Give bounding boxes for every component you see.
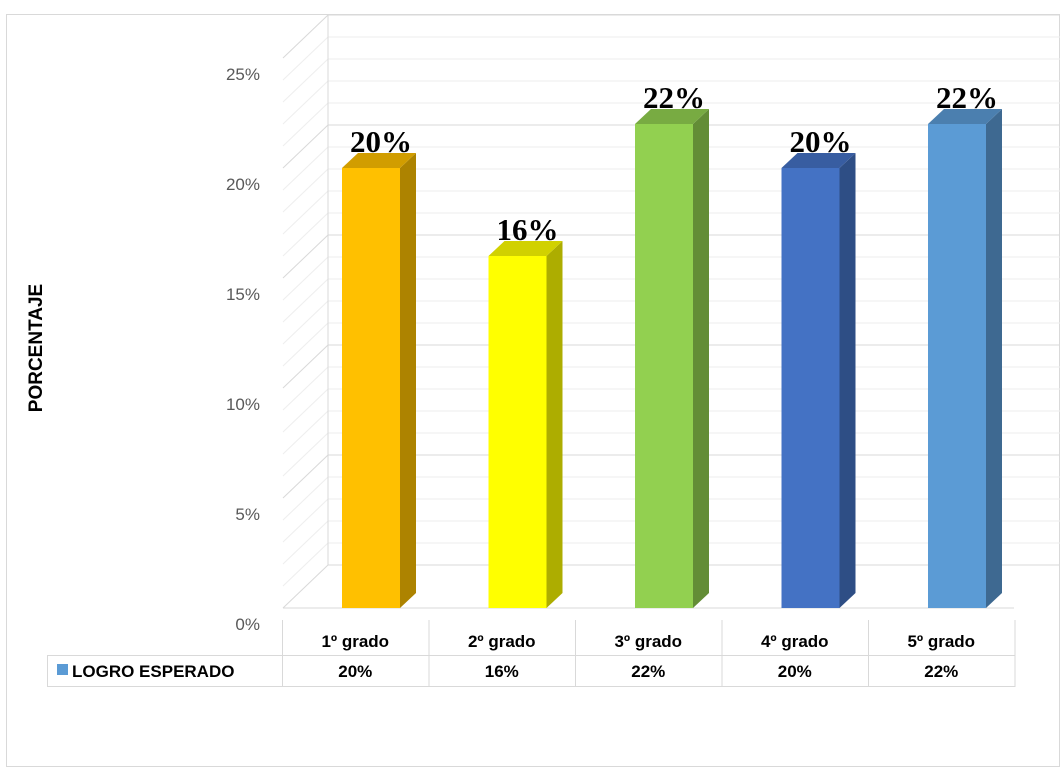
gridline-side: [282, 14, 329, 59]
y-tick-label: 0%: [235, 615, 260, 634]
gridline-side: [282, 300, 329, 345]
gridline-side: [282, 344, 329, 389]
gridline-side: [282, 476, 329, 521]
series-name: LOGRO ESPERADO: [72, 662, 234, 681]
bar-top: [342, 153, 416, 168]
gridline-side: [282, 190, 329, 235]
bar-4: [781, 153, 856, 608]
bar-1: [342, 153, 416, 608]
y-tick-label: 5%: [235, 505, 260, 524]
bar-side: [693, 109, 709, 608]
gridline-side: [282, 520, 329, 565]
table-value: 20%: [338, 662, 372, 681]
bar-top: [635, 109, 709, 124]
gridline-side: [282, 366, 329, 411]
gridline-side: [282, 278, 329, 323]
bar-2: [488, 241, 563, 608]
gridline-side: [282, 124, 329, 169]
gridline-side: [282, 80, 329, 125]
gridline-side: [282, 36, 329, 81]
bar-front: [342, 168, 400, 608]
gridline-side: [282, 58, 329, 103]
bar-front: [488, 256, 547, 608]
category-label: 4º grado: [761, 632, 829, 651]
gridline-side: [282, 498, 329, 543]
bar-top: [928, 109, 1002, 124]
table-value: 16%: [485, 662, 519, 681]
legend-key: [57, 664, 68, 675]
gridline-side: [282, 322, 329, 367]
gridline-side: [282, 146, 329, 191]
category-label: 2º grado: [468, 632, 536, 651]
data-table: 1º grado 2º grado 3º grado 4º grado 5º grado…: [47, 620, 1016, 687]
bar-front: [781, 168, 840, 608]
y-tick-label: 15%: [226, 285, 260, 304]
table-value: 22%: [924, 662, 958, 681]
y-tick-label: 20%: [226, 175, 260, 194]
gridline-side: [282, 102, 329, 147]
category-label: 3º grado: [614, 632, 682, 651]
bar-3: [635, 109, 709, 608]
data-labels: 20% 16% 22% 20% 22%: [350, 80, 998, 247]
bar-side: [839, 153, 856, 608]
bar-side: [986, 109, 1002, 608]
category-label: 1º grado: [321, 632, 389, 651]
bar-side: [546, 241, 563, 608]
y-axis-label: PORCENTAJE: [26, 284, 47, 412]
data-label: 20%: [790, 124, 852, 159]
category-label: 5º grado: [907, 632, 975, 651]
gridline-side: [282, 234, 329, 279]
gridline-side: [282, 168, 329, 213]
table-value: 22%: [631, 662, 665, 681]
bar-front: [635, 124, 693, 608]
data-label: 16%: [497, 212, 559, 247]
y-tick-label: 25%: [226, 65, 260, 84]
bar-front: [928, 124, 986, 608]
data-label: 22%: [936, 80, 998, 115]
gridline-side: [282, 256, 329, 301]
bar-top: [781, 153, 856, 168]
data-label: 20%: [350, 124, 412, 159]
bars: [342, 109, 1002, 608]
bar-side: [400, 153, 416, 608]
bar-top: [488, 241, 563, 256]
gridline-side: [282, 454, 329, 499]
gridline-side: [282, 542, 329, 587]
gridline-side: [282, 388, 329, 433]
table-value: 20%: [778, 662, 812, 681]
gridline-side: [282, 212, 329, 257]
gridline-side: [282, 432, 329, 477]
gridline-side: [282, 564, 329, 609]
gridline-side: [282, 410, 329, 455]
y-axis-ticks: 0% 5% 10% 15% 20% 25%: [226, 65, 260, 634]
y-tick-label: 10%: [226, 395, 260, 414]
data-label: 22%: [643, 80, 705, 115]
bar-5: [928, 109, 1002, 608]
